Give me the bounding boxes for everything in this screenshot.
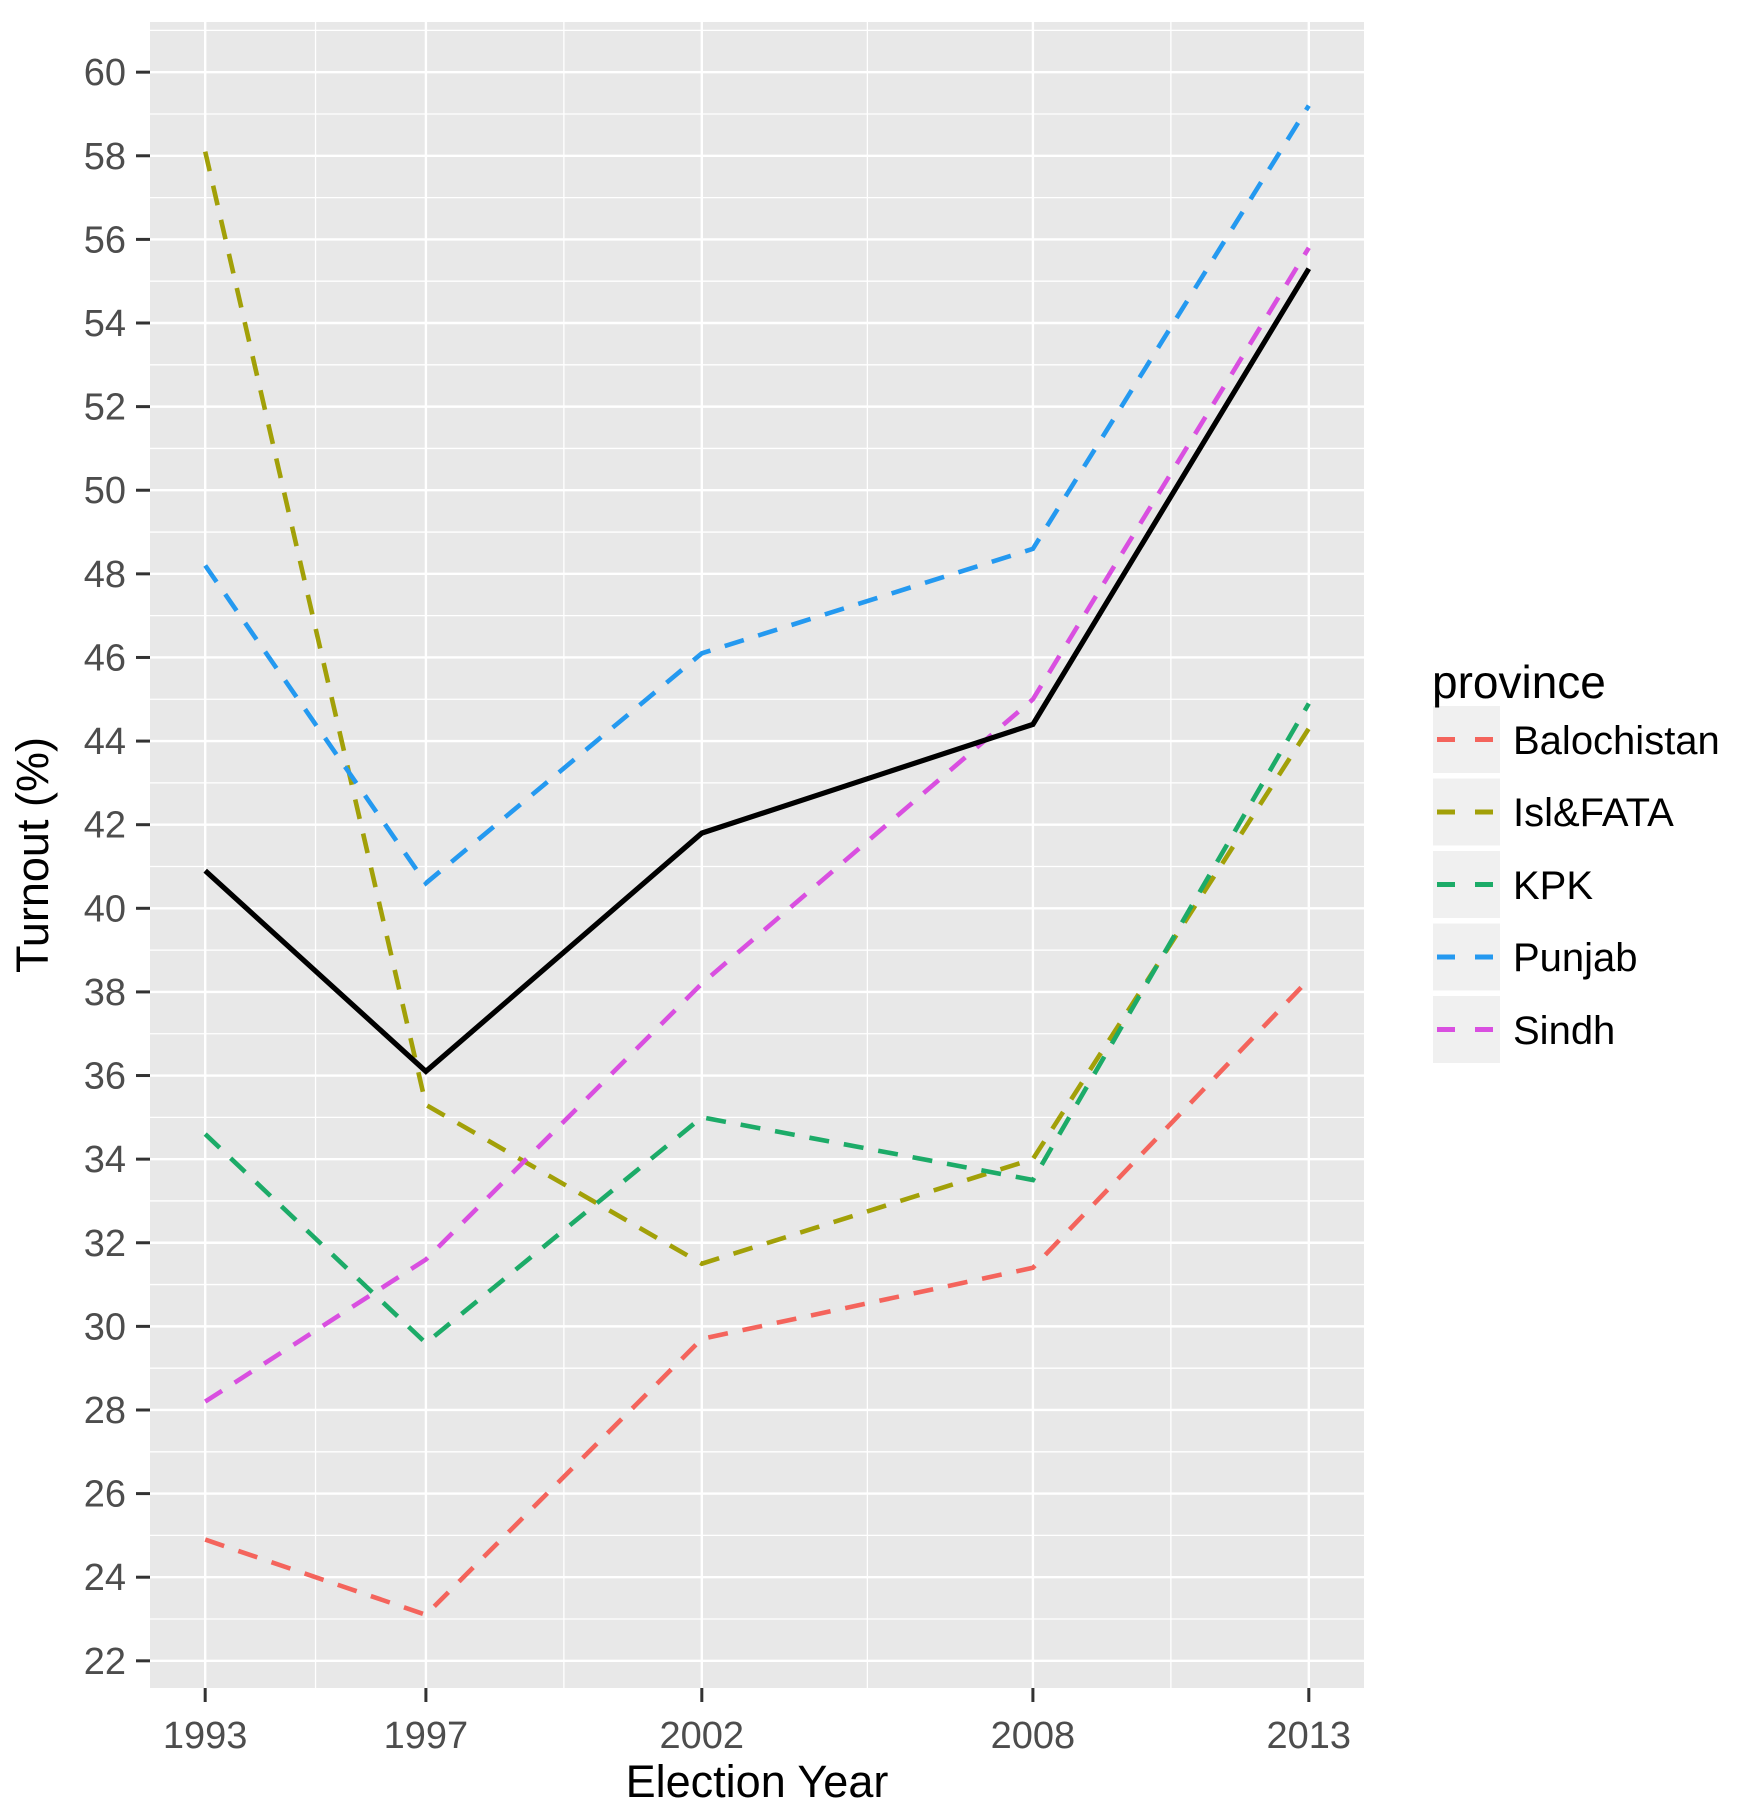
x-axis-tick-label: 2002 — [660, 1715, 745, 1757]
series-line-isl-fata — [202, 151, 1311, 1267]
legend-label-isl-fata: Isl&FATA — [1513, 791, 1674, 835]
legend-label-kpk: KPK — [1513, 864, 1593, 908]
y-axis-tick-label: 46 — [84, 637, 126, 679]
y-axis-title: Turnout (%) — [7, 737, 58, 973]
axis-tick-layer: 22 24 26 28 30 32 34 36 38 40 42 44 46 48 50 52 54 56 58 60… — [84, 52, 1351, 1757]
y-axis-tick-label: 36 — [84, 1056, 126, 1098]
y-axis-tick-label: 26 — [84, 1474, 126, 1516]
y-axis-tick-label: 38 — [84, 972, 126, 1014]
y-axis-tick-label: 48 — [84, 554, 126, 596]
y-axis-tick-label: 44 — [84, 721, 126, 763]
x-axis-tick-label: 2013 — [1267, 1715, 1352, 1757]
y-axis-tick-label: 54 — [84, 303, 126, 345]
y-axis-tick-label: 28 — [84, 1390, 126, 1432]
legend-key-layer — [1433, 706, 1500, 1063]
series-line-balochistan — [204, 977, 1311, 1618]
x-axis-tick-label: 1997 — [384, 1715, 469, 1757]
x-axis-tick-label: 1993 — [163, 1715, 248, 1757]
y-axis-tick-label: 34 — [84, 1139, 126, 1181]
y-axis-tick-label: 56 — [84, 219, 126, 261]
y-axis-tick-label: 40 — [84, 888, 126, 930]
series-line-overall-black-line — [203, 267, 1312, 1075]
y-axis-tick-label: 60 — [84, 52, 126, 94]
plot-panel-background — [150, 22, 1364, 1688]
series-line-punjab — [203, 104, 1311, 887]
x-axis-tick-label: 2008 — [991, 1715, 1076, 1757]
legend-label-balochistan: Balochistan — [1513, 719, 1720, 763]
y-axis-tick-label: 50 — [84, 470, 126, 512]
legend-title: province — [1432, 656, 1606, 708]
series-line-sindh — [203, 246, 1311, 1404]
legend-label-sindh: Sindh — [1513, 1009, 1615, 1053]
data-series-layer — [202, 104, 1312, 1618]
x-axis-title: Election Year — [626, 1756, 889, 1807]
y-axis-tick-label: 32 — [84, 1223, 126, 1265]
y-axis-tick-label: 24 — [84, 1557, 126, 1599]
plot-panel-layer — [150, 22, 1364, 1688]
y-axis-tick-label: 30 — [84, 1306, 126, 1348]
y-axis-tick-label: 52 — [84, 387, 126, 429]
y-axis-tick-label: 22 — [84, 1641, 126, 1683]
y-axis-tick-label: 42 — [84, 805, 126, 847]
legend-label-punjab: Punjab — [1513, 936, 1638, 980]
y-axis-tick-label: 58 — [84, 136, 126, 178]
